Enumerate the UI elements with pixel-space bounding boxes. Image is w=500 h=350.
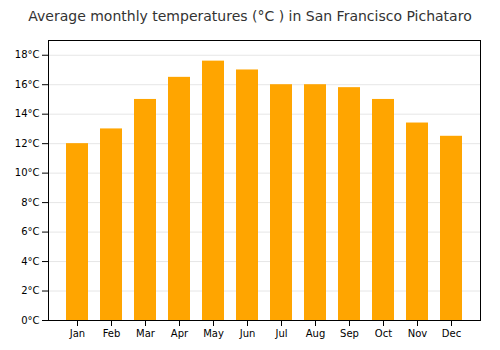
svg-text:Jun: Jun xyxy=(239,328,256,339)
svg-text:18°C: 18°C xyxy=(15,49,40,60)
svg-text:2°C: 2°C xyxy=(21,285,39,296)
svg-text:14°C: 14°C xyxy=(15,108,40,119)
svg-text:4°C: 4°C xyxy=(21,256,39,267)
svg-text:6°C: 6°C xyxy=(21,226,39,237)
svg-text:8°C: 8°C xyxy=(21,197,39,208)
svg-text:Sep: Sep xyxy=(340,328,359,339)
svg-text:Feb: Feb xyxy=(103,328,121,339)
svg-text:12°C: 12°C xyxy=(15,138,40,149)
svg-text:10°C: 10°C xyxy=(15,167,40,178)
svg-text:May: May xyxy=(203,328,224,339)
svg-text:16°C: 16°C xyxy=(15,79,40,90)
svg-text:Oct: Oct xyxy=(375,328,392,339)
svg-text:0°C: 0°C xyxy=(21,315,39,326)
svg-text:Aug: Aug xyxy=(306,328,326,339)
svg-text:Apr: Apr xyxy=(171,328,189,339)
html-text:Average monthly temperatures (: Average monthly temperatures (°C ) in Sa… xyxy=(28,8,472,24)
svg-text:Jul: Jul xyxy=(274,328,287,339)
svg-text:Nov: Nov xyxy=(408,328,428,339)
svg-text:Jan: Jan xyxy=(69,328,85,339)
svg-text:Dec: Dec xyxy=(442,328,461,339)
svg-text:Mar: Mar xyxy=(136,328,156,339)
